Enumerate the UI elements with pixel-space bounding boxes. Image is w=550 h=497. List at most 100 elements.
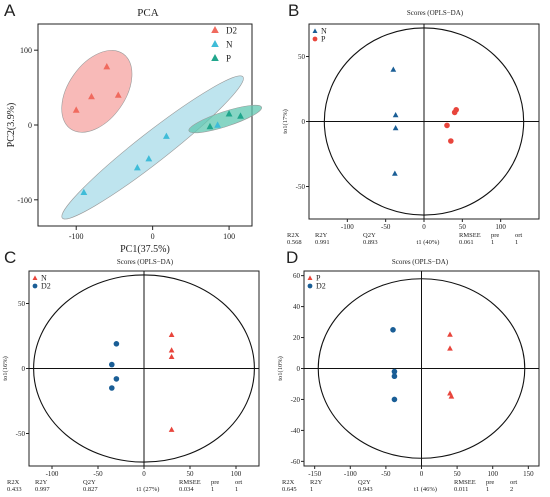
x-tick-label: 50 xyxy=(187,470,195,478)
stat-header-ort: ort xyxy=(235,479,242,486)
stat-header-ort: ort xyxy=(510,479,517,486)
panel-a-label: A xyxy=(4,1,16,20)
data-point-p xyxy=(453,107,460,113)
legend-label-n: N xyxy=(41,274,47,283)
data-point-p xyxy=(448,138,454,144)
y-tick-label: 0 xyxy=(28,121,32,130)
y-tick-label: -20 xyxy=(291,396,301,404)
data-point-p xyxy=(206,122,214,130)
legend-marker-n xyxy=(312,28,318,33)
data-point-n xyxy=(168,353,175,360)
stat-value-r2y: 0.991 xyxy=(315,239,330,246)
x-tick-label: 50 xyxy=(459,223,467,231)
data-point-p xyxy=(447,345,453,351)
legend-label-p: P xyxy=(226,54,231,64)
data-point-d2 xyxy=(113,341,120,347)
y-axis-label: to1(17%) xyxy=(282,109,289,134)
legend-label-p: P xyxy=(321,35,326,44)
y-axis-label: to1(10%) xyxy=(277,356,284,381)
x-tick-label: 100 xyxy=(223,232,235,241)
panel-c-label: C xyxy=(4,248,16,267)
y-tick-label: 0 xyxy=(297,365,301,373)
x-tick-label: -100 xyxy=(69,232,84,241)
data-point-p xyxy=(444,122,450,129)
panel-a: A PCA -100 0 100 -100 0 100 PC1(37.5%) PC2(3.9%… xyxy=(4,1,262,255)
data-point-d2 xyxy=(114,91,122,98)
data-point-d2 xyxy=(103,63,111,70)
stat-value-pre: 1 xyxy=(491,239,494,246)
data-point-d2 xyxy=(391,368,398,375)
legend-label-d2: D2 xyxy=(226,26,237,36)
legend-label-n: N xyxy=(321,27,327,36)
legend-label-p: P xyxy=(316,274,321,283)
panel-b-title: Scores (OPLS−DA) xyxy=(407,9,464,17)
data-point-n xyxy=(168,331,175,337)
x-tick-label: 50 xyxy=(454,470,462,478)
stat-value-r2x: 0.433 xyxy=(7,486,22,493)
data-point-p xyxy=(225,110,233,117)
stat-value-r2x: 0.568 xyxy=(287,239,302,246)
y-tick-label: 20 xyxy=(293,334,301,342)
data-point-d2 xyxy=(391,373,398,380)
stat-header-r2y: R2Y xyxy=(35,479,48,486)
x-axis-label: t1 (46%) xyxy=(414,486,437,493)
stat-header-r2x: R2X xyxy=(287,232,300,239)
x-tick-label: -50 xyxy=(93,470,103,478)
stat-value-r2y: 0.997 xyxy=(35,486,50,493)
data-point-p xyxy=(447,331,453,337)
confidence-ellipse-d2 xyxy=(61,50,133,133)
stat-value-ort: 2 xyxy=(510,486,513,493)
data-point-d2 xyxy=(88,92,95,100)
x-tick-label: -50 xyxy=(381,223,391,231)
x-tick-label: 0 xyxy=(142,470,146,478)
y-tick-label: 0 xyxy=(302,118,306,126)
data-point-n xyxy=(145,155,153,162)
x-tick-label: -50 xyxy=(381,470,391,478)
y-axis-label: to1(16%) xyxy=(2,356,9,381)
y-tick-label: -100 xyxy=(17,196,32,205)
legend-label-d2: D2 xyxy=(41,282,51,291)
stat-header-q2y: Q2Y xyxy=(358,479,371,486)
stat-header-rmsee: RMSEE xyxy=(454,479,476,486)
x-tick-label: 100 xyxy=(495,223,506,231)
stat-header-rmsee: RMSEE xyxy=(179,479,201,486)
y-tick-label: 50 xyxy=(298,53,306,61)
stat-header-r2y: R2Y xyxy=(315,232,328,239)
stat-header-ort: ort xyxy=(515,232,522,239)
x-tick-label: 100 xyxy=(487,470,498,478)
data-point-n xyxy=(214,121,222,128)
legend-marker-d2 xyxy=(211,26,219,33)
y-tick-label: -50 xyxy=(296,183,306,191)
y-axis-label: PC2(3.9%) xyxy=(6,103,17,148)
panel-b: B Scores (OPLS−DA) NP -50 0 50 -100 -50 0 50 100… xyxy=(282,1,540,246)
panel-d-label: D xyxy=(286,248,298,267)
legend-marker-p xyxy=(312,36,318,42)
data-point-n xyxy=(80,188,88,196)
x-tick-label: 100 xyxy=(231,470,242,478)
legend-label-d2: D2 xyxy=(316,282,326,291)
legend-marker-n xyxy=(32,275,38,280)
x-tick-label: 0 xyxy=(151,232,155,241)
stat-header-q2y: Q2Y xyxy=(83,479,96,486)
stat-value-rmsee: 0.034 xyxy=(179,486,194,493)
stat-value-rmsee: 0.011 xyxy=(454,486,468,493)
data-point-d2 xyxy=(390,327,396,333)
panel-d: D Scores (OPLS−DA) PD2-60-40-200204060-1… xyxy=(277,248,540,493)
y-tick-label: 50 xyxy=(18,300,26,308)
stat-value-q2y: 0.943 xyxy=(358,486,373,493)
data-point-n xyxy=(133,164,141,171)
data-point-p xyxy=(237,112,244,119)
data-point-n xyxy=(168,347,175,353)
y-tick-label: -40 xyxy=(291,427,301,435)
x-axis-label: PC1(37.5%) xyxy=(120,244,170,255)
stat-header-pre: pre xyxy=(486,479,494,486)
data-point-n xyxy=(392,170,398,176)
stat-header-r2y: R2Y xyxy=(310,479,323,486)
x-tick-label: -100 xyxy=(344,470,357,478)
stat-value-pre: 1 xyxy=(211,486,214,493)
y-tick-label: 0 xyxy=(22,365,26,373)
confidence-ellipse-n xyxy=(61,75,244,220)
stat-value-rmsee: 0.061 xyxy=(459,239,474,246)
